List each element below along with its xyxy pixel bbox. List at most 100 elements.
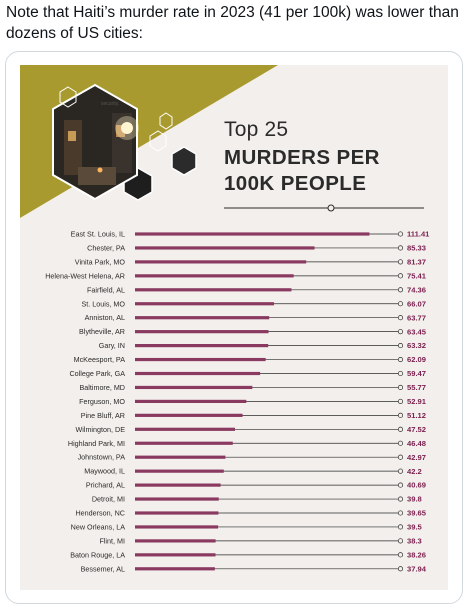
value-label: 63.45 [407, 327, 427, 336]
category-label: Detroit, MI [92, 495, 125, 504]
category-label: Vinita Park, MO [75, 257, 126, 266]
bar [135, 330, 269, 334]
value-label: 38.26 [407, 550, 426, 559]
bar-end-marker [397, 343, 404, 349]
bar [135, 511, 219, 515]
street-ground [78, 167, 116, 185]
car-light [97, 167, 103, 173]
bar-row: Wilmington, DE 47.52 [75, 425, 426, 434]
bar-row: Fairfield, AL 74.36 [87, 285, 426, 294]
category-label: Highland Park, MI [68, 439, 125, 448]
value-label: 63.32 [407, 341, 426, 350]
title-line-1: Top 25 [224, 118, 289, 141]
bar [135, 497, 219, 501]
category-label: Prichard, AL [86, 481, 125, 490]
bar-row: Henderson, NC 39.65 [75, 509, 426, 518]
value-label: 38.3 [407, 537, 422, 546]
street-light-glow [115, 116, 139, 140]
bar-end-marker [397, 287, 404, 293]
hero-graphic [20, 65, 278, 218]
bar-end-marker [397, 301, 404, 307]
bar-end-marker [397, 273, 404, 279]
bar [135, 413, 243, 417]
bar-end-marker [397, 440, 404, 446]
bar-end-marker [397, 370, 404, 377]
hexagon-photo-small-1 [171, 146, 197, 176]
bar [135, 469, 224, 473]
category-label: Anniston, AL [85, 313, 125, 322]
hexagon-outline-2 [149, 130, 167, 152]
value-label: 39.8 [407, 495, 422, 504]
value-label: 63.77 [407, 313, 426, 322]
bar-row: Detroit, MI 39.8 [92, 495, 422, 504]
value-label: 39.65 [407, 509, 427, 518]
title-line-3: 100K PEOPLE [224, 172, 367, 195]
category-label: Maywood, IL [84, 467, 125, 476]
bar-end-marker [397, 482, 404, 488]
bar-end-marker [397, 245, 404, 251]
bar [135, 399, 247, 403]
bar-end-marker [397, 454, 404, 460]
bar [135, 246, 315, 250]
value-label: 46.48 [407, 439, 426, 448]
value-label: 51.12 [407, 411, 426, 420]
bar [135, 302, 275, 306]
title-line-2: MURDERS PER [224, 146, 380, 169]
category-label: Wilmington, DE [75, 425, 125, 434]
bar-end-marker [397, 231, 404, 237]
bar [135, 427, 235, 431]
bar [135, 385, 253, 390]
bar-end-marker [397, 468, 404, 474]
value-label: 62.09 [407, 355, 426, 364]
tweet-text: Note that Haiti’s murder rate in 2023 (4… [6, 4, 459, 42]
bar [135, 553, 216, 557]
bar-row: Helena-West Helena, AR 75.41 [45, 271, 427, 280]
bar-end-marker [397, 496, 404, 502]
value-label: 39.5 [407, 523, 423, 532]
value-label: 74.36 [407, 285, 426, 294]
value-label: 66.07 [407, 299, 426, 308]
bar [135, 232, 370, 236]
bar-row: Maywood, IL 42.2 [84, 467, 422, 476]
bar [135, 483, 221, 487]
category-label: Gary, IN [99, 341, 125, 350]
category-label: New Orleans, LA [71, 522, 126, 531]
value-label: 55.77 [407, 383, 426, 392]
bar-row: Highland Park, MI 46.48 [68, 439, 426, 448]
bar-end-marker [397, 426, 404, 432]
category-label: Flint, MI [99, 536, 125, 545]
street-light [121, 122, 133, 134]
tweet-media[interactable]: security. Top 25 MURDERS PER 100K PEOPLE… [5, 51, 463, 604]
category-label: Helena-West Helena, AR [45, 271, 125, 280]
window-right [116, 125, 125, 137]
bar-row: Gary, IN 63.32 [99, 341, 426, 350]
title-line-2-3: MURDERS PER 100K PEOPLE [224, 145, 434, 197]
bar [135, 274, 294, 278]
bar [135, 288, 292, 292]
bar-row: Vinita Park, MO 81.37 [75, 257, 426, 266]
bar-row: St. Louis, MO 66.07 [81, 299, 426, 308]
bar-row: New Orleans, LA 39.5 [71, 522, 423, 531]
value-label: 40.69 [407, 481, 426, 490]
title-rule [224, 204, 424, 212]
bar-end-marker [397, 398, 404, 404]
bar-end-marker [397, 329, 404, 335]
bar-row: McKeesport, PA 62.09 [74, 355, 426, 364]
category-label: Bessemer, AL [81, 564, 125, 573]
bar-row: College Park, GA 59.47 [69, 369, 426, 378]
bar [135, 525, 219, 529]
bar-row: Blytheville, AR 63.45 [79, 327, 427, 336]
category-label: Henderson, NC [75, 509, 125, 518]
bar-row: Johnstown, PA 42.97 [78, 453, 426, 462]
bar-end-marker [397, 566, 404, 572]
category-label: Johnstown, PA [78, 453, 126, 462]
bar-end-marker [397, 524, 404, 530]
value-label: 59.47 [407, 369, 426, 378]
value-label: 47.52 [407, 425, 426, 434]
bar [135, 316, 270, 320]
infographic-card: security. Top 25 MURDERS PER 100K PEOPLE… [20, 65, 448, 590]
bar [135, 371, 261, 376]
bar [135, 441, 233, 445]
bar [135, 344, 269, 348]
bar [135, 455, 226, 459]
